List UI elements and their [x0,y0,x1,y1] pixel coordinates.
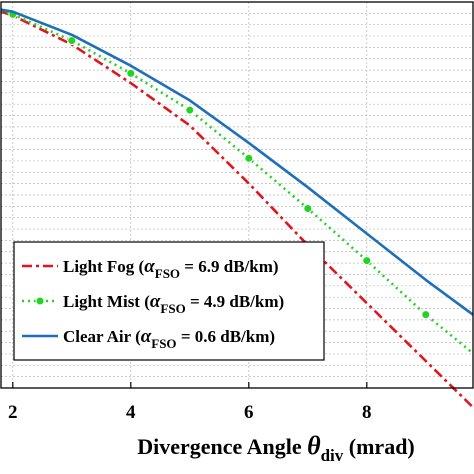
x-axis-label: Divergence Angle θdiv (mrad) [137,431,415,465]
series-line-light-fog [0,10,474,409]
series-marker [362,256,372,266]
series-marker [421,310,431,320]
x-axis-label-main: Divergence Angle [137,434,307,459]
series-marker [185,105,195,115]
legend-entry-text: Clear Air (αFSO = 0.6 dB/km) [63,326,275,351]
x-axis-label-unit: (mrad) [343,434,414,459]
x-axis-label-symbol: θ [307,431,321,460]
x-axis-label-sub: div [321,446,344,465]
plot-frame [0,1,474,389]
x-tick-label: 4 [126,402,136,423]
legend-entry-text: Light Mist (αFSO = 4.9 dB/km) [63,291,284,316]
legend-swatch-marker [35,296,45,306]
x-tick-label: 6 [244,402,254,423]
series-layer [0,8,474,409]
series-marker [126,68,136,78]
x-tick-label: 2 [8,402,18,423]
series-marker [303,204,313,214]
legend-box [13,241,325,361]
legend-entry-text: Light Fog (αFSO = 6.9 dB/km) [63,256,279,281]
series-line-clear-air [0,8,474,316]
legend: Light Fog (αFSO = 6.9 dB/km) Light Mist (… [13,241,325,361]
series-marker [67,36,77,46]
x-tick-label: 8 [362,402,372,423]
series-line-light-mist [0,9,474,355]
x-axis: 2 4 6 8 [8,382,372,423]
series-marker [244,153,254,163]
